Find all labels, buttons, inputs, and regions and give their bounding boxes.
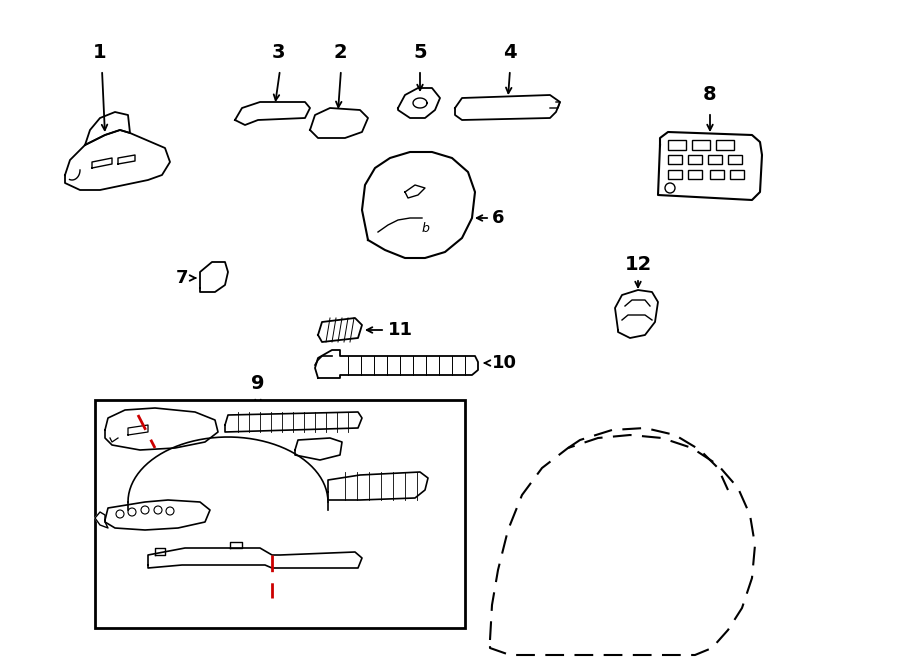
Text: 3: 3 [271, 42, 284, 61]
Text: 9: 9 [251, 374, 265, 393]
Text: 10: 10 [492, 354, 517, 372]
Bar [668, 140, 686, 150]
Polygon shape [65, 130, 170, 190]
Polygon shape [95, 512, 108, 528]
Bar [716, 140, 734, 150]
Polygon shape [328, 472, 428, 500]
Polygon shape [398, 88, 440, 118]
Bar [692, 140, 710, 150]
Polygon shape [118, 155, 135, 164]
Bar [668, 170, 682, 179]
Polygon shape [148, 548, 362, 568]
Polygon shape [105, 408, 218, 450]
Polygon shape [362, 152, 475, 258]
Bar [710, 170, 724, 179]
Polygon shape [128, 437, 328, 502]
Polygon shape [235, 102, 310, 125]
Text: 2: 2 [333, 42, 346, 61]
Bar [730, 170, 744, 179]
Polygon shape [318, 318, 362, 342]
Bar [688, 155, 702, 164]
Bar [95, 400, 465, 628]
Bar [688, 170, 702, 179]
Text: 4: 4 [503, 42, 517, 61]
Polygon shape [295, 438, 342, 460]
Polygon shape [310, 108, 368, 138]
Text: 1: 1 [94, 42, 107, 61]
Text: 6: 6 [492, 209, 505, 227]
Polygon shape [658, 132, 762, 200]
Text: 8: 8 [703, 85, 716, 104]
Bar [708, 155, 722, 164]
Bar [728, 155, 742, 164]
Polygon shape [315, 350, 478, 378]
Text: b: b [421, 221, 429, 235]
Bar [668, 155, 682, 164]
Polygon shape [225, 412, 362, 432]
Text: 5: 5 [413, 42, 427, 61]
Text: 12: 12 [625, 256, 652, 274]
Polygon shape [128, 425, 148, 435]
Polygon shape [92, 158, 112, 168]
Text: 11: 11 [388, 321, 413, 339]
Polygon shape [455, 95, 560, 120]
Polygon shape [85, 112, 130, 145]
Polygon shape [105, 500, 210, 530]
Polygon shape [200, 262, 228, 292]
Polygon shape [615, 290, 658, 338]
Text: 7: 7 [176, 269, 188, 287]
